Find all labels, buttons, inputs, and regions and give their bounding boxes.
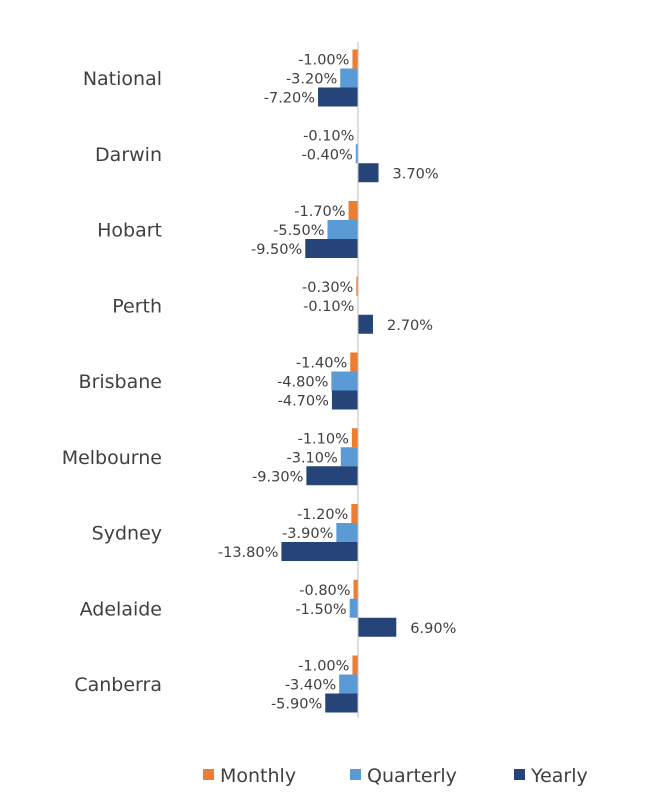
category-label-canberra: Canberra <box>74 674 162 696</box>
category-label-national: National <box>83 68 162 90</box>
bar-quarterly-melbourne <box>340 447 358 467</box>
value-label-quarterly-darwin: -0.40% <box>301 147 352 163</box>
value-label-monthly-brisbane: -1.40% <box>296 356 347 372</box>
value-label-quarterly-perth: -0.10% <box>303 299 354 315</box>
legend-label-monthly: Monthly <box>220 765 296 787</box>
value-label-yearly-national: -7.20% <box>264 91 315 107</box>
bar-yearly-national <box>318 87 358 107</box>
value-label-monthly-canberra: -1.00% <box>298 659 349 675</box>
value-label-quarterly-canberra: -3.40% <box>285 678 336 694</box>
category-label-adelaide: Adelaide <box>80 598 162 620</box>
bar-yearly-brisbane <box>331 390 358 410</box>
category-labels-group: National Darwin Hobart Perth Brisbane Melbour… <box>62 68 162 696</box>
value-labels-group: -1.00% -3.20% -7.20% -0.10% -0.40% 3.70% -1.70… <box>218 53 456 713</box>
bars-group <box>281 49 397 713</box>
bar-yearly-darwin <box>358 163 379 183</box>
value-label-monthly-sydney: -1.20% <box>297 507 348 523</box>
bar-quarterly-adelaide <box>349 598 358 618</box>
value-label-monthly-hobart: -1.70% <box>294 204 345 220</box>
legend-label-quarterly: Quarterly <box>367 765 457 787</box>
category-label-perth: Perth <box>112 295 162 317</box>
value-label-yearly-perth: 2.70% <box>387 318 433 334</box>
value-label-quarterly-national: -3.20% <box>286 72 337 88</box>
bar-yearly-sydney <box>281 542 358 561</box>
bar-quarterly-canberra <box>339 674 358 694</box>
category-label-hobart: Hobart <box>97 220 162 242</box>
value-label-monthly-perth: -0.30% <box>302 280 353 296</box>
bar-quarterly-darwin <box>355 144 358 164</box>
category-label-darwin: Darwin <box>95 144 162 166</box>
category-label-melbourne: Melbourne <box>62 447 162 469</box>
value-label-yearly-darwin: 3.70% <box>393 166 439 182</box>
bar-monthly-brisbane <box>350 352 358 372</box>
value-label-monthly-darwin: -0.10% <box>303 128 354 144</box>
legend: Monthly Quarterly Yearly <box>203 765 588 787</box>
bar-quarterly-national <box>340 68 358 88</box>
bar-monthly-canberra <box>352 655 358 675</box>
bar-yearly-perth <box>358 314 373 334</box>
legend-label-yearly: Yearly <box>530 765 588 787</box>
value-label-yearly-sydney: -13.80% <box>218 545 279 561</box>
category-label-sydney: Sydney <box>92 523 162 545</box>
bar-quarterly-hobart <box>327 220 358 239</box>
bar-yearly-melbourne <box>306 466 358 486</box>
value-label-monthly-adelaide: -0.80% <box>299 583 350 599</box>
value-label-yearly-hobart: -9.50% <box>251 242 302 258</box>
legend-swatch-yearly <box>514 769 525 780</box>
legend-swatch-monthly <box>203 769 214 780</box>
bar-monthly-national <box>352 49 358 69</box>
bar-quarterly-sydney <box>336 523 358 542</box>
value-label-yearly-melbourne: -9.30% <box>252 469 303 485</box>
legend-swatch-quarterly <box>350 769 361 780</box>
value-label-quarterly-sydney: -3.90% <box>282 526 333 542</box>
bar-monthly-sydney <box>351 504 358 523</box>
value-label-quarterly-hobart: -5.50% <box>273 223 324 239</box>
bar-monthly-melbourne <box>351 428 358 448</box>
value-label-quarterly-adelaide: -1.50% <box>295 602 346 618</box>
value-label-quarterly-melbourne: -3.10% <box>286 450 337 466</box>
category-label-brisbane: Brisbane <box>79 371 162 393</box>
value-label-monthly-melbourne: -1.10% <box>298 431 349 447</box>
value-label-yearly-adelaide: 6.90% <box>410 621 456 637</box>
bar-yearly-hobart <box>305 239 358 258</box>
value-label-monthly-national: -1.00% <box>298 53 349 69</box>
bar-monthly-perth <box>356 276 358 296</box>
bar-monthly-adelaide <box>353 579 358 599</box>
bar-yearly-adelaide <box>358 617 397 637</box>
value-label-yearly-canberra: -5.90% <box>271 697 322 713</box>
bar-monthly-hobart <box>348 201 358 220</box>
value-label-yearly-brisbane: -4.70% <box>278 394 329 410</box>
value-label-quarterly-brisbane: -4.80% <box>277 375 328 391</box>
bar-quarterly-brisbane <box>331 371 358 391</box>
bar-yearly-canberra <box>325 693 358 713</box>
